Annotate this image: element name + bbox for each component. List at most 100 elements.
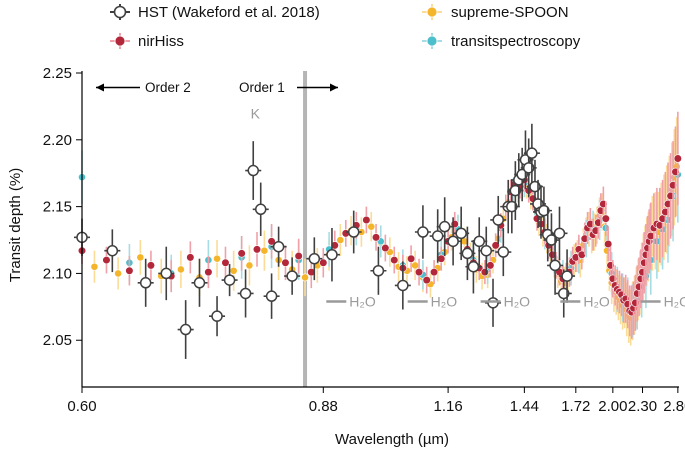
nirhiss-point: [319, 258, 328, 267]
nirhiss-point: [221, 258, 230, 267]
hst-point: [516, 168, 528, 181]
hst-point: [397, 279, 409, 292]
hst-point: [538, 204, 550, 217]
nirhiss-point: [102, 255, 111, 265]
series-hst: [74, 123, 576, 359]
nirhiss-point: [633, 289, 642, 298]
nirhiss-point: [429, 267, 439, 277]
y-axis-title: Transit depth (%): [7, 168, 24, 283]
hst-point: [417, 226, 429, 238]
supreme-point: [336, 236, 345, 244]
series-layer: [74, 111, 682, 359]
hst-point: [211, 310, 223, 322]
hst-point: [553, 227, 566, 240]
nirhiss-point: [125, 266, 134, 275]
hst-point: [193, 277, 206, 289]
hst-point: [254, 203, 267, 216]
x-axis-title: Wavelength (µm): [335, 431, 449, 448]
k-label: K: [251, 105, 261, 121]
supreme-point: [245, 261, 254, 270]
hst-point: [506, 200, 518, 213]
nirhiss-point: [362, 215, 371, 225]
h2o-label: H₂O: [431, 293, 458, 309]
hst-point: [455, 227, 467, 240]
nirhiss-point: [330, 241, 339, 250]
h2o-label: H₂O: [664, 293, 685, 309]
hst-point: [447, 235, 459, 248]
nirhiss-point: [294, 251, 303, 261]
nirhiss-point: [146, 261, 156, 270]
legend-label-hst: HST (Wakeford et al. 2018): [138, 4, 320, 21]
nirhiss-point: [437, 254, 446, 263]
x-tick-label: 0.60: [67, 398, 96, 415]
hst-point: [526, 147, 538, 159]
y-tick-label: 2.10: [43, 265, 72, 282]
hst-point: [272, 240, 285, 253]
h2o-label: H₂O: [583, 293, 610, 309]
hst-point: [557, 287, 570, 300]
h2o-label: H₂O: [504, 293, 531, 309]
supreme-point: [301, 273, 309, 282]
nirhiss-point: [204, 267, 213, 277]
hst-point: [431, 230, 444, 242]
legend-entry-nirhiss: nirHiss: [110, 33, 184, 50]
hst-point: [372, 265, 385, 277]
nirhiss-point: [414, 267, 424, 277]
nirhiss-point: [390, 255, 399, 265]
nirhiss-point: [406, 254, 416, 263]
x-tick-label: 2.00: [598, 398, 627, 415]
supreme-point: [411, 261, 420, 270]
nirhiss-point: [601, 214, 610, 223]
nirhiss-point: [281, 258, 290, 267]
hst-point: [461, 247, 474, 260]
supreme-point: [367, 222, 376, 231]
legend-entry-hst: HST (Wakeford et al. 2018): [110, 4, 320, 21]
hst-point: [106, 244, 119, 257]
nirhiss-point: [186, 253, 195, 262]
hst-point: [308, 252, 321, 265]
legend: HST (Wakeford et al. 2018) nirHiss supre…: [110, 4, 581, 50]
hst-point: [347, 226, 360, 238]
hst-point: [160, 267, 173, 280]
legend-label-nirhiss: nirHiss: [138, 33, 184, 50]
y-tick-label: 2.05: [43, 332, 72, 349]
order-annotations: Order 2 Order 1: [96, 80, 338, 95]
hst-point: [545, 234, 558, 246]
nirhiss-point: [486, 261, 495, 270]
x-tick-label: 2.80: [663, 398, 685, 415]
x-tick-label: 1.44: [510, 398, 539, 415]
hst-point: [179, 323, 192, 336]
hst-point: [561, 270, 573, 282]
supreme-point: [90, 262, 99, 271]
supreme-point: [177, 265, 185, 274]
nirhiss-point: [422, 276, 431, 285]
supreme-point: [136, 253, 145, 262]
nirhiss-point: [634, 282, 644, 291]
hst-point: [438, 220, 451, 233]
nirhiss-point: [237, 249, 246, 258]
h2o-label: H₂O: [349, 293, 376, 309]
hst-point: [549, 259, 561, 272]
hst-point: [247, 164, 259, 177]
hst-point: [239, 287, 252, 300]
order1-label: Order 1: [239, 80, 285, 95]
nirhiss-point: [371, 233, 381, 242]
x-tick-label: 0.88: [309, 398, 338, 415]
nirhiss-point: [577, 250, 586, 259]
y-tick-label: 2.20: [43, 132, 72, 149]
hst-point: [286, 270, 298, 282]
hst-point: [473, 235, 485, 248]
supreme-point: [229, 266, 238, 275]
axes: 0.60 0.88 1.16 1.44 1.72 2.002.30 2.80 2.05 2.10…: [43, 65, 685, 415]
legend-label-transit: transitspectroscopy: [451, 33, 581, 50]
order2-arrow-head: [96, 83, 104, 92]
supreme-point: [213, 254, 221, 263]
nirhiss-point: [252, 245, 262, 254]
hst-point: [265, 290, 278, 302]
supreme-point: [114, 269, 123, 278]
y-tick-label: 2.25: [43, 65, 72, 82]
order2-label: Order 2: [145, 80, 191, 95]
nirhiss-point: [267, 237, 276, 246]
nirhiss-point: [381, 243, 390, 253]
y-tick-label: 2.15: [43, 199, 72, 216]
